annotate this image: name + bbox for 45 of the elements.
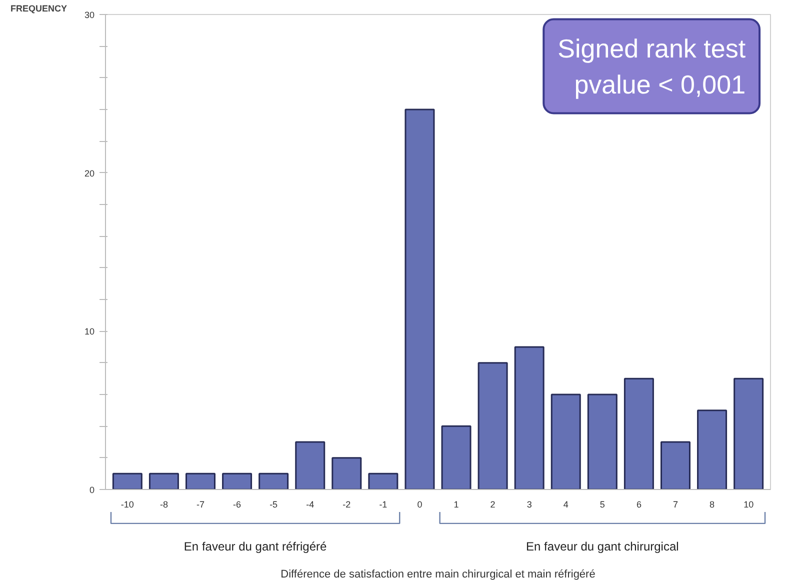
- bar: [550, 394, 581, 490]
- bar: [660, 441, 690, 490]
- bar: [514, 346, 544, 490]
- x-tick-label: -4: [306, 500, 314, 510]
- bar: [368, 472, 398, 490]
- bar: [148, 472, 179, 490]
- x-tick-label: 2: [490, 500, 496, 510]
- x-tick-label: 0: [417, 500, 422, 510]
- x-tick-label: 8: [710, 500, 715, 510]
- text: En faveur du gant réfrigéré: [184, 540, 328, 554]
- bar: [186, 472, 216, 490]
- bar: [295, 441, 326, 490]
- bar: [222, 472, 252, 490]
- bar: [332, 457, 362, 490]
- y-tick-label: 20: [84, 168, 95, 178]
- text: Différence de satisfaction entre main chirurgical et main réfrigéré: [280, 568, 596, 580]
- x-tick-label: 6: [636, 500, 642, 510]
- bar: [441, 425, 472, 490]
- x-tick-label: -5: [270, 500, 278, 510]
- y-tick-label: 10: [84, 326, 95, 337]
- x-tick-label: -10: [120, 500, 134, 510]
- bar: [587, 394, 618, 490]
- bar: [404, 108, 435, 490]
- y-tick-label: 0: [89, 485, 95, 495]
- x-tick-label: 3: [526, 500, 532, 510]
- bar: [478, 362, 508, 490]
- x-tick-label: -7: [196, 500, 205, 510]
- annotation: Signed rank test pvalue < 0,001: [558, 33, 746, 100]
- x-tick-label: 1: [454, 500, 459, 510]
- bar: [697, 410, 728, 490]
- x-tick-label: -6: [233, 500, 242, 510]
- bar: [112, 472, 142, 490]
- bar: [624, 378, 654, 490]
- x-tick-label: 10: [744, 500, 754, 510]
- y-axis-title: FREQUENCY: [10, 4, 68, 14]
- x-tick-label: -2: [342, 500, 351, 510]
- x-tick-label: 7: [672, 500, 678, 510]
- x-tick-label: 4: [563, 500, 568, 510]
- bar: [734, 378, 764, 490]
- x-tick-label: -8: [160, 500, 168, 510]
- x-tick-label: 5: [600, 500, 605, 510]
- y-tick-label: 30: [84, 10, 95, 20]
- text: En faveur du gant chirurgical: [526, 540, 679, 554]
- bar: [258, 472, 289, 490]
- x-tick-label: -1: [379, 500, 388, 510]
